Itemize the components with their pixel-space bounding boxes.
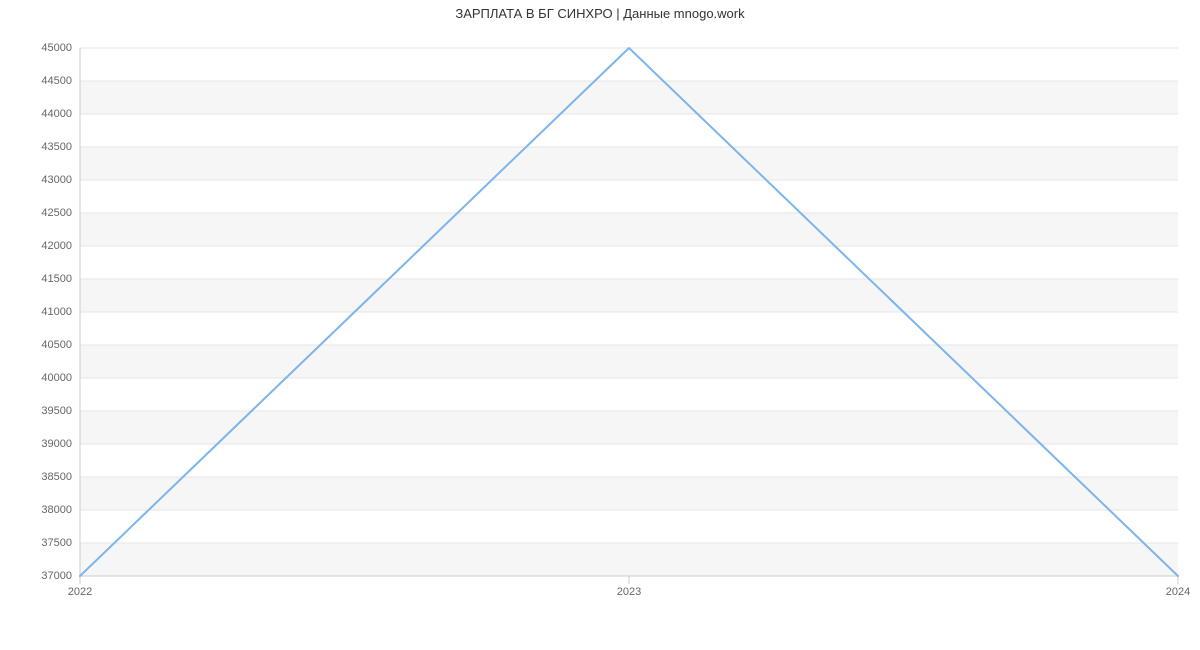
y-tick-label: 44500	[41, 75, 72, 87]
y-tick-label: 38500	[41, 471, 72, 483]
y-tick-label: 37500	[41, 537, 72, 549]
y-tick-label: 43000	[41, 174, 72, 186]
chart-title: ЗАРПЛАТА В БГ СИНХРО | Данные mnogo.work	[0, 6, 1200, 21]
chart-container: ЗАРПЛАТА В БГ СИНХРО | Данные mnogo.work…	[0, 0, 1200, 650]
y-tick-label: 38000	[41, 504, 72, 516]
y-tick-label: 41000	[41, 306, 72, 318]
y-tick-label: 39000	[41, 438, 72, 450]
x-tick-label: 2024	[1166, 586, 1190, 598]
y-tick-label: 40500	[41, 339, 72, 351]
x-tick-label: 2023	[617, 586, 641, 598]
y-tick-label: 42500	[41, 207, 72, 219]
y-tick-label: 39500	[41, 405, 72, 417]
y-tick-label: 42000	[41, 240, 72, 252]
y-tick-label: 41500	[41, 273, 72, 285]
line-chart: 37000 37500 38000 38500 39000 39500 40000 40500…	[0, 0, 1200, 650]
y-tick-label: 44000	[41, 108, 72, 120]
y-tick-label: 40000	[41, 372, 72, 384]
y-tick-label: 45000	[41, 42, 72, 54]
y-tick-label: 43500	[41, 141, 72, 153]
x-tick-label: 2022	[68, 586, 92, 598]
y-tick-label: 37000	[41, 570, 72, 582]
